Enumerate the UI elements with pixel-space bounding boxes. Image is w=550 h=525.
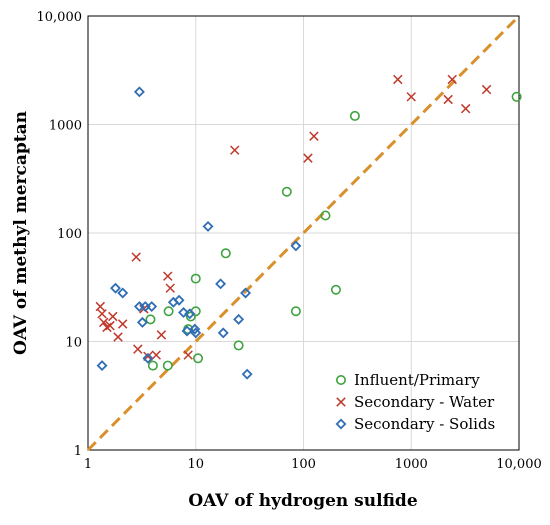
data-points (95, 74, 522, 380)
y-tick-label: 1 (74, 444, 82, 459)
point-secondary-water (117, 319, 128, 329)
point-influent-primary (220, 248, 231, 259)
point-secondary-solids (178, 307, 189, 318)
y-tick-label: 10,000 (37, 10, 83, 25)
point-secondary-water (163, 271, 173, 281)
point-influent-primary (162, 360, 173, 371)
legend: Influent/Primary Secondary - Water Seconda… (335, 371, 495, 433)
point-secondary-solids (190, 327, 202, 339)
y-tick-label: 100 (57, 227, 82, 242)
point-influent-primary (281, 186, 292, 197)
y-tick-label: 10 (65, 336, 82, 351)
point-secondary-water (303, 153, 313, 163)
point-influent-primary (190, 273, 201, 284)
point-secondary-solids (173, 294, 185, 306)
point-secondary-water (113, 332, 123, 342)
point-secondary-solids (217, 327, 229, 339)
point-secondary-water (105, 320, 115, 331)
point-influent-primary (193, 353, 204, 364)
point-secondary-solids (146, 301, 158, 313)
point-influent-primary (163, 306, 174, 317)
point-secondary-water (183, 350, 193, 360)
point-secondary-water (393, 74, 403, 85)
point-influent-primary (233, 340, 244, 351)
point-influent-primary (511, 91, 522, 102)
point-secondary-solids (133, 86, 145, 98)
point-secondary-solids (136, 316, 148, 328)
point-secondary-solids (241, 368, 253, 380)
point-influent-primary (330, 284, 341, 295)
legend-marker (335, 418, 347, 430)
point-secondary-solids (189, 323, 201, 335)
plot-frame (87, 15, 520, 451)
point-secondary-solids (202, 220, 214, 232)
point-influent-primary (145, 314, 156, 325)
point-secondary-solids (96, 360, 108, 372)
point-secondary-water (406, 92, 416, 102)
point-influent-primary (320, 210, 331, 221)
point-influent-primary (185, 311, 196, 322)
point-influent-primary (290, 306, 301, 317)
point-secondary-solids (110, 282, 121, 294)
point-secondary-solids (117, 287, 129, 299)
point-secondary-water (131, 252, 141, 262)
x-tick-label: 100 (291, 457, 316, 472)
point-secondary-water (99, 317, 109, 328)
point-secondary-solids (233, 313, 245, 325)
legend-label: Influent/Primary (354, 371, 480, 389)
point-secondary-water (309, 131, 319, 141)
point-secondary-water (443, 94, 453, 105)
point-secondary-solids (142, 352, 154, 364)
point-secondary-water (229, 145, 240, 155)
point-secondary-solids (290, 240, 302, 252)
point-secondary-water (151, 350, 161, 360)
x-axis-title: OAV of hydrogen sulfide (188, 491, 417, 511)
point-secondary-water (165, 283, 175, 293)
point-secondary-water (97, 309, 107, 319)
x-tick-label: 10 (187, 457, 204, 472)
legend-marker (336, 397, 346, 407)
point-secondary-solids (184, 308, 196, 320)
legend-label: Secondary - Water (354, 393, 495, 411)
point-secondary-water (108, 311, 118, 322)
point-secondary-water (481, 84, 492, 95)
legend-label: Secondary - Solids (354, 415, 495, 433)
x-tick-labels: 1 10 100 1000 10,000 (84, 457, 542, 472)
x-tick-label: 1000 (395, 457, 428, 472)
legend-marker (335, 374, 346, 385)
x-tick-label: 1 (84, 457, 92, 472)
point-secondary-solids (215, 278, 227, 290)
point-secondary-water (95, 301, 106, 312)
y-tick-label: 1000 (49, 119, 82, 134)
x-tick-label: 10,000 (496, 457, 542, 472)
point-influent-primary (349, 110, 360, 121)
point-secondary-water (156, 330, 167, 340)
point-influent-primary (147, 360, 158, 371)
y-axis-title: OAV of methyl mercaptan (11, 111, 31, 355)
y-tick-labels: 1 10 100 1000 10,000 (37, 10, 83, 459)
point-secondary-water (133, 344, 143, 354)
point-secondary-solids (240, 287, 252, 299)
point-secondary-water (447, 74, 457, 85)
point-secondary-water (460, 103, 471, 114)
